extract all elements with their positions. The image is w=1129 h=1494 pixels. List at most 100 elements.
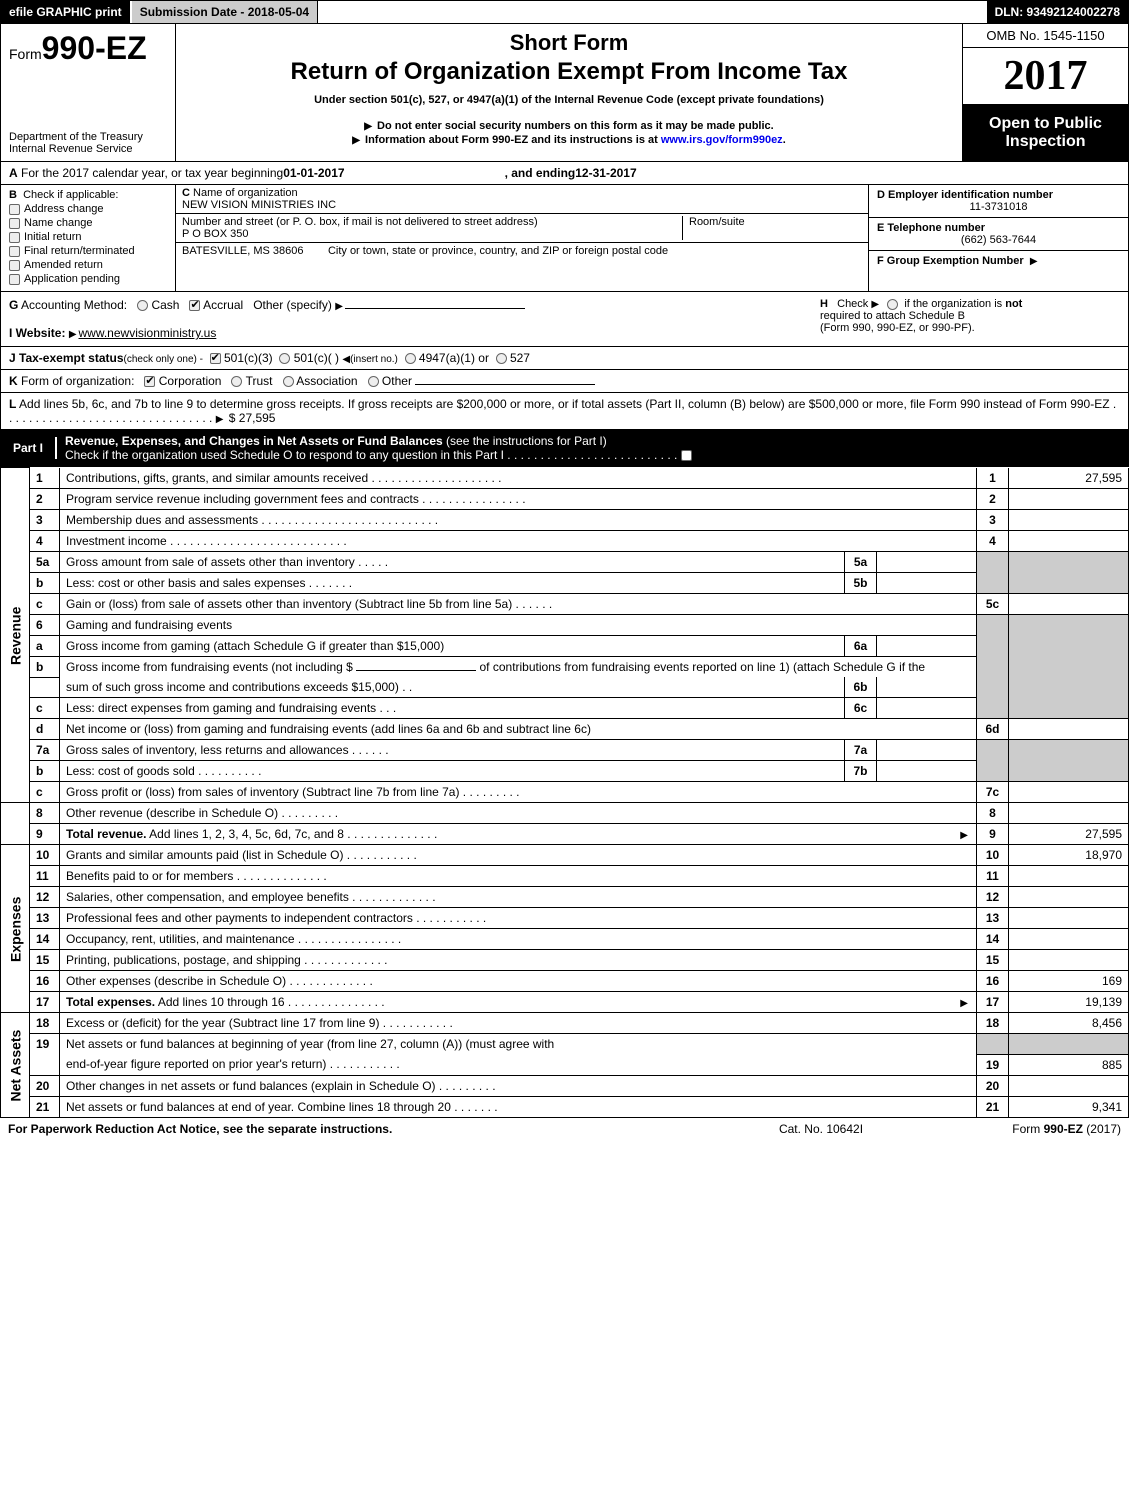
section-k: K Form of organization: Corporation Trus… xyxy=(0,370,1129,393)
radio-501c[interactable] xyxy=(279,353,290,364)
paperwork-notice: For Paperwork Reduction Act Notice, see … xyxy=(8,1122,721,1136)
g-other-input[interactable] xyxy=(345,308,525,309)
line-6a: aGross income from gaming (attach Schedu… xyxy=(1,635,1129,656)
amt-4 xyxy=(1009,530,1129,551)
check-if-applicable: Check if applicable: xyxy=(23,189,118,201)
line-2: 2Program service revenue including gover… xyxy=(1,488,1129,509)
j-4947: 4947(a)(1) or xyxy=(419,351,489,365)
address-block: Number and street (or P. O. box, if mail… xyxy=(176,214,868,243)
efile-print-button[interactable]: efile GRAPHIC print xyxy=(1,1,132,23)
line-14: 14Occupancy, rent, utilities, and mainte… xyxy=(1,929,1129,950)
checkbox-schedule-o[interactable] xyxy=(681,450,692,461)
topbar-spacer xyxy=(318,1,986,23)
line-7c: cGross profit or (loss) from sales of in… xyxy=(1,782,1129,803)
checkbox-address-change[interactable] xyxy=(9,204,20,215)
checkbox-501c3[interactable] xyxy=(210,353,221,364)
radio-association[interactable] xyxy=(283,376,294,387)
header-mid: Short Form Return of Organization Exempt… xyxy=(176,24,963,161)
website-value[interactable]: www.newvisionministry.us xyxy=(79,326,217,340)
return-title: Return of Organization Exempt From Incom… xyxy=(184,58,954,86)
amt-10: 18,970 xyxy=(1009,845,1129,866)
line-4: 4Investment income . . . . . . . . . . .… xyxy=(1,530,1129,551)
k-other: Other xyxy=(382,374,412,388)
opt-amended: Amended return xyxy=(24,259,103,271)
city-label: City or town, state or province, country… xyxy=(328,245,668,257)
section-a-pre: For the 2017 calendar year, or tax year … xyxy=(21,166,283,180)
d-label: D Employer identification number xyxy=(877,189,1053,201)
section-b: B Check if applicable: Address change Na… xyxy=(0,185,1129,292)
part-i-header: Part I Revenue, Expenses, and Changes in… xyxy=(0,430,1129,467)
g-accrual: Accrual xyxy=(203,298,243,312)
tax-year-begin: 01-01-2017 xyxy=(283,166,344,180)
radio-h[interactable] xyxy=(887,299,898,310)
amt-13 xyxy=(1009,908,1129,929)
j-501c: 501(c)( ) xyxy=(294,351,339,365)
i-label: I Website: xyxy=(9,326,65,340)
side-revenue: Revenue xyxy=(1,468,30,803)
header-right: OMB No. 1545-1150 2017 Open to Public In… xyxy=(963,24,1128,161)
h-text3: required to attach Schedule B xyxy=(820,310,965,322)
part-i-check: Check if the organization used Schedule … xyxy=(65,448,677,462)
fundraising-amount-input[interactable] xyxy=(356,670,476,671)
j-sub: (check only one) - xyxy=(124,354,203,365)
line-5b: bLess: cost or other basis and sales exp… xyxy=(1,572,1129,593)
line-7a: 7aGross sales of inventory, less returns… xyxy=(1,740,1129,761)
page-footer: For Paperwork Reduction Act Notice, see … xyxy=(0,1118,1129,1140)
radio-accrual[interactable] xyxy=(189,300,200,311)
line-13: 13Professional fees and other payments t… xyxy=(1,908,1129,929)
section-b-right: D Employer identification number 11-3731… xyxy=(868,185,1128,291)
amt-1: 27,595 xyxy=(1009,468,1129,489)
amt-20 xyxy=(1009,1075,1129,1096)
radio-4947[interactable] xyxy=(405,353,416,364)
h-text4: (Form 990, 990-EZ, or 990-PF). xyxy=(820,322,975,334)
opt-pending: Application pending xyxy=(24,273,120,285)
header-left: Form990-EZ Department of the Treasury In… xyxy=(1,24,176,161)
line-6c: cLess: direct expenses from gaming and f… xyxy=(1,698,1129,719)
amt-12 xyxy=(1009,887,1129,908)
sub-6a xyxy=(877,635,977,656)
section-c-label: C xyxy=(182,187,190,199)
form-header: Form990-EZ Department of the Treasury In… xyxy=(0,24,1129,162)
radio-cash[interactable] xyxy=(137,300,148,311)
city-value: BATESVILLE, MS 38606 xyxy=(182,245,303,257)
amt-8 xyxy=(1009,803,1129,824)
k-trust: Trust xyxy=(246,374,273,388)
line-8: 8Other revenue (describe in Schedule O) … xyxy=(1,803,1129,824)
dept-irs: Internal Revenue Service xyxy=(9,143,167,155)
short-form-title: Short Form xyxy=(184,30,954,56)
section-b-mid: C Name of organization NEW VISION MINIST… xyxy=(176,185,868,291)
line-20: 20Other changes in net assets or fund ba… xyxy=(1,1075,1129,1096)
ein-block: D Employer identification number 11-3731… xyxy=(869,185,1128,218)
section-a-label: A xyxy=(9,166,18,180)
line-7b: bLess: cost of goods sold . . . . . . . … xyxy=(1,761,1129,782)
h-label: H xyxy=(820,298,828,310)
part-i-table: Revenue 1 Contributions, gifts, grants, … xyxy=(0,467,1129,1118)
line-21: 21Net assets or fund balances at end of … xyxy=(1,1096,1129,1117)
checkbox-name-change[interactable] xyxy=(9,218,20,229)
checkbox-amended[interactable] xyxy=(9,260,20,271)
amt-9: 27,595 xyxy=(1009,824,1129,845)
checkbox-initial-return[interactable] xyxy=(9,232,20,243)
line-3: 3Membership dues and assessments . . . .… xyxy=(1,509,1129,530)
k-label: K xyxy=(9,374,18,388)
c-name-label: Name of organization xyxy=(193,187,298,199)
k-other-input[interactable] xyxy=(415,384,595,385)
radio-trust[interactable] xyxy=(231,376,242,387)
amt-16: 169 xyxy=(1009,971,1129,992)
addr-value: P O BOX 350 xyxy=(182,228,248,240)
line-17: 17Total expenses. Add lines 10 through 1… xyxy=(1,992,1129,1013)
amt-7c xyxy=(1009,782,1129,803)
line-9: 9Total revenue. Add lines 1, 2, 3, 4, 5c… xyxy=(1,824,1129,845)
checkbox-pending[interactable] xyxy=(9,274,20,285)
tax-year-end: 12-31-2017 xyxy=(575,166,636,180)
addr-label: Number and street (or P. O. box, if mail… xyxy=(182,216,538,228)
line-6b-1: b Gross income from fundraising events (… xyxy=(1,656,1129,677)
group-exemption-block: F Group Exemption Number xyxy=(869,251,1128,291)
checkbox-corporation[interactable] xyxy=(144,376,155,387)
section-j: J Tax-exempt status(check only one) - 50… xyxy=(0,347,1129,370)
info-link[interactable]: www.irs.gov/form990ez xyxy=(661,134,783,146)
radio-527[interactable] xyxy=(496,353,507,364)
radio-other[interactable] xyxy=(368,376,379,387)
checkbox-final-return[interactable] xyxy=(9,246,20,257)
line-6b-2: sum of such gross income and contributio… xyxy=(1,677,1129,698)
